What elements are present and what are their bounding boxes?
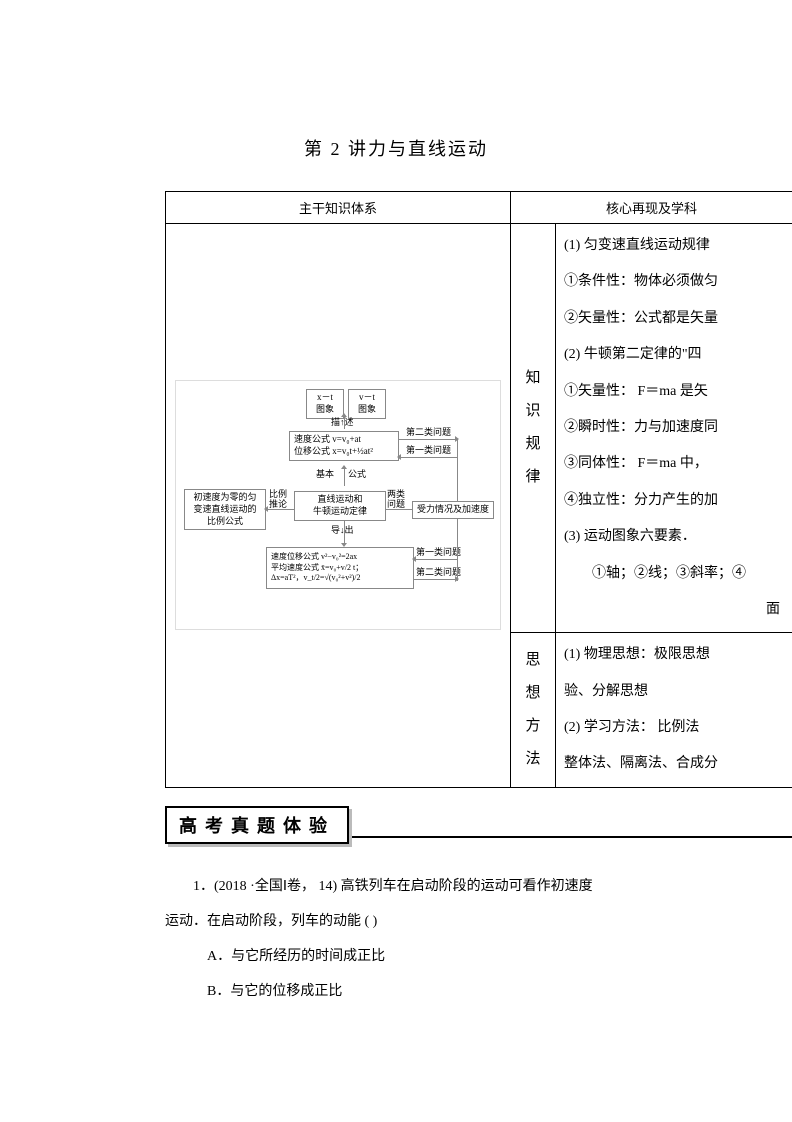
label-text: 知识 (525, 370, 540, 419)
diagram-label-basic: 基本 (316, 469, 334, 480)
diagram-label-q1top: 第一类问题 (406, 445, 451, 456)
label-text: 方法 (525, 718, 540, 767)
content-line: (1) 匀变速直线运动规律 (564, 228, 784, 264)
question-line2: 运动．在启动阶段，列车的动能 ( ) (165, 904, 792, 939)
table-header-left: 主干知识体系 (166, 192, 511, 224)
page-title: 第 2 讲力与直线运动 (0, 135, 792, 161)
content-line: ③同体性： F＝ma 中， (564, 446, 784, 482)
diagram-node-bottom: 速度位移公式 v²−v₀²=2ax平均速度公式 x̄=v₀+v/2 t；Δx=a… (266, 547, 414, 588)
diagram-speed-formula: 速度公式 v=v₀+at (294, 434, 395, 446)
diagram-label-twokind: 两类问题 (387, 490, 405, 510)
knowledge-table: 主干知识体系 核心再现及学科 x－t图象 v－t图象 描↑述 速度公式 v=v₀… (165, 191, 792, 788)
label-text: 思想 (525, 652, 540, 701)
content-knowledge: (1) 匀变速直线运动规律 ①条件性：物体必须做匀 ②矢量性：公式都是矢量 (2… (556, 224, 792, 633)
content-line: 整体法、隔离法、合成分 (564, 746, 784, 782)
diagram-node-force: 受力情况及加速度 (412, 501, 494, 519)
content-line: 面 (564, 592, 784, 628)
diagram-label-q2bot: 第二类问题 (416, 567, 461, 578)
diagram-node-xt: x－t图象 (306, 389, 344, 418)
diagram-node-init: 初速度为零的匀变速直线运动的比例公式 (184, 489, 266, 530)
section-banner: 高考真题体验 (165, 806, 792, 844)
diagram-node-newton: 直线运动和牛顿运动定律 (294, 491, 386, 520)
content-line: (3) 运动图象六要素． (564, 519, 784, 555)
question-block: 1．(2018 ·全国Ⅰ卷， 14) 高铁列车在启动阶段的运动可看作初速度 运动… (165, 869, 792, 1009)
question-option-a: A．与它所经历的时间成正比 (165, 939, 792, 974)
table-header-right: 核心再现及学科 (511, 192, 792, 224)
row-label-knowledge: 知识 规律 (511, 224, 556, 633)
label-text: 规律 (525, 436, 540, 485)
diagram-node-vt: v－t图象 (348, 389, 386, 418)
content-line: (2) 牛顿第二定律的"四 (564, 337, 784, 373)
content-line: ②矢量性：公式都是矢量 (564, 301, 784, 337)
question-line1: 1．(2018 ·全国Ⅰ卷， 14) 高铁列车在启动阶段的运动可看作初速度 (165, 869, 792, 904)
diagram-cell: x－t图象 v－t图象 描↑述 速度公式 v=v₀+at 位移公式 x=v₀t+… (166, 224, 511, 788)
diagram-label-formula: 公式 (348, 469, 366, 480)
diagram-node-formulas: 速度公式 v=v₀+at 位移公式 x=v₀t+½at² (289, 431, 399, 460)
question-option-b: B．与它的位移成正比 (165, 974, 792, 1009)
content-line: (1) 物理思想：极限思想 (564, 637, 784, 673)
diagram-disp-formula: 位移公式 x=v₀t+½at² (294, 446, 395, 458)
diagram-label-derive: 导↓出 (331, 525, 354, 536)
diagram-label-q1bot: 第一类问题 (416, 547, 461, 558)
content-line: (2) 学习方法： 比例法 (564, 710, 784, 746)
banner-title: 高考真题体验 (165, 806, 349, 844)
row-label-method: 思想 方法 (511, 633, 556, 788)
content-method: (1) 物理思想：极限思想 验、分解思想 (2) 学习方法： 比例法 整体法、隔… (556, 633, 792, 788)
diagram-label-q2top: 第二类问题 (406, 427, 451, 438)
content-line: 验、分解思想 (564, 674, 784, 710)
flowchart-diagram: x－t图象 v－t图象 描↑述 速度公式 v=v₀+at 位移公式 x=v₀t+… (175, 380, 501, 630)
content-line: ①条件性：物体必须做匀 (564, 264, 784, 300)
content-line: ①矢量性： F＝ma 是矢 (564, 374, 784, 410)
content-line: ②瞬时性：力与加速度同 (564, 410, 784, 446)
content-line: ④独立性：分力产生的加 (564, 483, 784, 519)
diagram-label-desc: 描↑述 (331, 417, 354, 428)
content-line: ①轴；②线；③斜率；④ (564, 556, 784, 592)
diagram-label-ratio: 比例推论 (269, 490, 287, 510)
